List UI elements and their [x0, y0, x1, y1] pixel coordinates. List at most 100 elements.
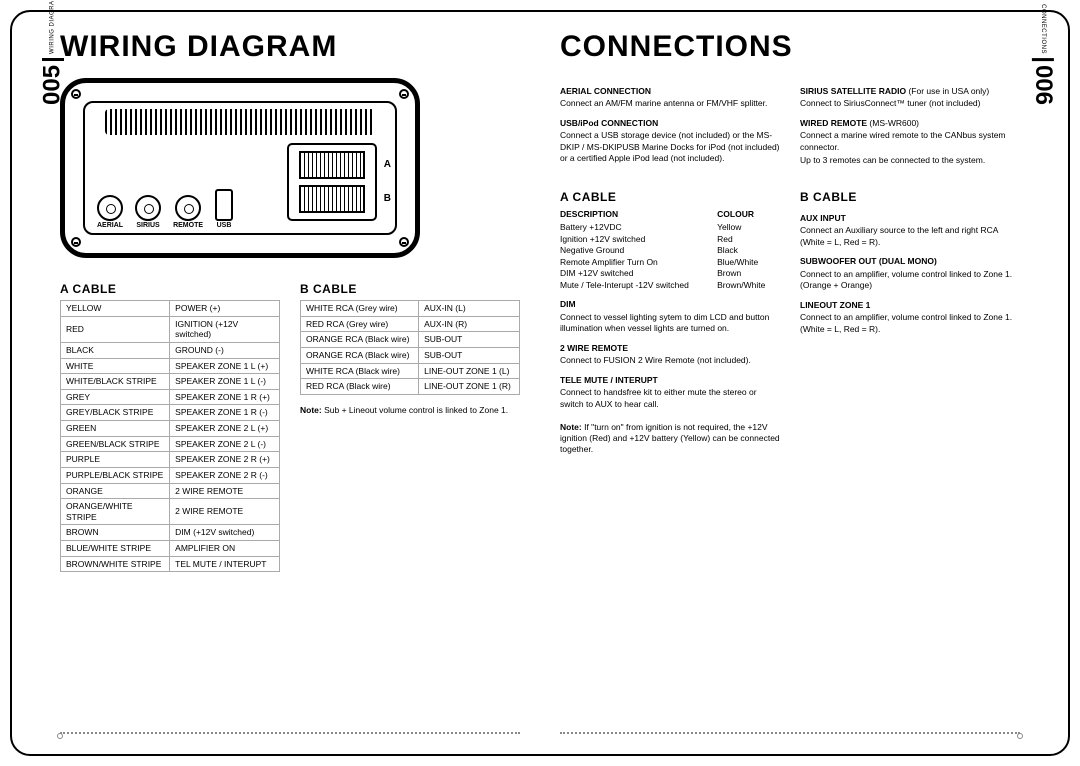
section-heading: SUBWOOFER OUT (DUAL MONO) — [800, 256, 1020, 267]
section-heading: 2 WIRE REMOTE — [560, 343, 780, 354]
desc-row: Ignition +12V switchedRed — [560, 234, 780, 245]
table-cell: ORANGE — [61, 483, 170, 499]
aerial-port-icon — [97, 195, 123, 221]
table-cell: SPEAKER ZONE 1 R (+) — [170, 389, 280, 405]
table-cell: GROUND (-) — [170, 342, 280, 358]
table-row: PURPLESPEAKER ZONE 2 R (+) — [61, 452, 280, 468]
section-heading: AUX INPUT — [800, 213, 1020, 224]
table-cell: YELLOW — [61, 301, 170, 317]
table-cell: ORANGE/WHITE STRIPE — [61, 499, 170, 525]
table-row: BROWN/WHITE STRIPETEL MUTE / INTERUPT — [61, 556, 280, 572]
connection-heading: WIRED REMOTE (MS-WR600) — [800, 118, 1020, 129]
desc-text: Negative Ground — [560, 245, 717, 256]
table-row: ORANGE RCA (Black wire)SUB-OUT — [301, 347, 520, 363]
table-row: GREYSPEAKER ZONE 1 R (+) — [61, 389, 280, 405]
a-cable-table: YELLOWPOWER (+)REDIGNITION (+12V switche… — [60, 300, 280, 572]
section-text: Connect to vessel lighting sytem to dim … — [560, 312, 780, 335]
table-cell: ORANGE RCA (Black wire) — [301, 332, 419, 348]
b-cable-title: B CABLE — [800, 189, 1020, 205]
table-cell: WHITE RCA (Black wire) — [301, 363, 419, 379]
section-text: Connect an Auxiliary source to the left … — [800, 225, 1020, 248]
page-num: 006 — [1030, 65, 1057, 105]
table-cell: BLACK — [61, 342, 170, 358]
footer-rule — [560, 732, 1020, 736]
table-row: ORANGE RCA (Black wire)SUB-OUT — [301, 332, 520, 348]
table-cell: RED RCA (Grey wire) — [301, 316, 419, 332]
table-cell: WHITE RCA (Grey wire) — [301, 301, 419, 317]
connection-heading: AERIAL CONNECTION — [560, 86, 780, 97]
connections-top-left: AERIAL CONNECTIONConnect an AM/FM marine… — [560, 78, 780, 169]
table-cell: GREEN — [61, 421, 170, 437]
section-heading: DIM — [560, 299, 780, 310]
section-text: Connect to handsfree kit to either mute … — [560, 387, 780, 410]
table-cell: SPEAKER ZONE 1 L (+) — [170, 358, 280, 374]
table-cell: AUX-IN (R) — [419, 316, 520, 332]
table-cell: WHITE/BLACK STRIPE — [61, 374, 170, 390]
desc-text: Remote Amplifier Turn On — [560, 257, 717, 268]
port-label: USB — [217, 222, 232, 229]
connector-label-a: A — [384, 159, 391, 170]
table-cell: PURPLE — [61, 452, 170, 468]
table-row: ORANGE/WHITE STRIPE2 WIRE REMOTE — [61, 499, 280, 525]
desc-row: Mute / Tele-Interupt -12V switchedBrown/… — [560, 280, 780, 291]
connection-heading: SIRIUS SATELLITE RADIO (For use in USA o… — [800, 86, 1020, 97]
desc-row: Battery +12VDCYellow — [560, 222, 780, 233]
desc-text: DIM +12V switched — [560, 268, 717, 279]
a-cable-title: A CABLE — [560, 189, 780, 205]
table-cell: 2 WIRE REMOTE — [170, 499, 280, 525]
a-cable-title: A CABLE — [60, 282, 280, 296]
desc-text: Ignition +12V switched — [560, 234, 717, 245]
connection-text: Connect an AM/FM marine antenna or FM/VH… — [560, 98, 780, 109]
a-cable-section: A CABLE DESCRIPTION COLOUR Battery +12VD… — [560, 189, 780, 455]
b-cable-table: WHITE RCA (Grey wire)AUX-IN (L)RED RCA (… — [300, 300, 520, 395]
page-label: WIRING DIAGRAM — [50, 0, 56, 54]
table-row: ORANGE2 WIRE REMOTE — [61, 483, 280, 499]
table-cell: POWER (+) — [170, 301, 280, 317]
footer-rule — [60, 732, 520, 736]
table-row: REDIGNITION (+12V switched) — [61, 316, 280, 342]
section-text: Connect to FUSION 2 Wire Remote (not inc… — [560, 355, 780, 366]
connector-block: A B — [287, 143, 377, 221]
table-cell: PURPLE/BLACK STRIPE — [61, 467, 170, 483]
table-cell: SPEAKER ZONE 2 L (-) — [170, 436, 280, 452]
port-row: AERIAL SIRIUS REMOTE USB — [97, 189, 233, 229]
connection-text: Connect a USB storage device (not includ… — [560, 130, 780, 164]
colour-text: Brown — [717, 268, 780, 279]
connector-label-b: B — [384, 193, 391, 204]
connection-heading: USB/iPod CONNECTION — [560, 118, 780, 129]
connection-text: Connect to SiriusConnect™ tuner (not inc… — [800, 98, 1020, 109]
table-cell: IGNITION (+12V switched) — [170, 316, 280, 342]
table-row: BLACKGROUND (-) — [61, 342, 280, 358]
port-label: AERIAL — [97, 222, 123, 229]
usb-port-icon — [215, 189, 233, 221]
table-cell: SPEAKER ZONE 1 R (-) — [170, 405, 280, 421]
table-row: GREY/BLACK STRIPESPEAKER ZONE 1 R (-) — [61, 405, 280, 421]
table-cell: RED RCA (Black wire) — [301, 379, 419, 395]
table-cell: GREEN/BLACK STRIPE — [61, 436, 170, 452]
table-cell: SPEAKER ZONE 2 L (+) — [170, 421, 280, 437]
table-cell: TEL MUTE / INTERUPT — [170, 556, 280, 572]
table-row: RED RCA (Black wire)LINE-OUT ZONE 1 (R) — [301, 379, 520, 395]
table-cell: SUB-OUT — [419, 347, 520, 363]
table-cell: RED — [61, 316, 170, 342]
table-cell: AUX-IN (L) — [419, 301, 520, 317]
colour-header: COLOUR — [717, 209, 780, 220]
table-cell: BROWN — [61, 525, 170, 541]
table-cell: 2 WIRE REMOTE — [170, 483, 280, 499]
connection-text: Up to 3 remotes can be connected to the … — [800, 155, 1020, 166]
table-row: GREENSPEAKER ZONE 2 L (+) — [61, 421, 280, 437]
desc-text: Mute / Tele-Interupt -12V switched — [560, 280, 717, 291]
desc-header: DESCRIPTION — [560, 209, 717, 220]
b-cable-section: B CABLE AUX INPUTConnect an Auxiliary so… — [800, 189, 1020, 455]
table-cell: SPEAKER ZONE 2 R (+) — [170, 452, 280, 468]
right-column: CONNECTIONS AERIAL CONNECTIONConnect an … — [540, 30, 1020, 736]
desc-row: DIM +12V switchedBrown — [560, 268, 780, 279]
remote-port-icon — [175, 195, 201, 221]
desc-row: Remote Amplifier Turn OnBlue/White — [560, 257, 780, 268]
colour-text: Blue/White — [717, 257, 780, 268]
section-heading: LINEOUT ZONE 1 — [800, 300, 1020, 311]
table-cell: GREY/BLACK STRIPE — [61, 405, 170, 421]
table-row: WHITE RCA (Black wire)LINE-OUT ZONE 1 (L… — [301, 363, 520, 379]
table-cell: BROWN/WHITE STRIPE — [61, 556, 170, 572]
table-cell: ORANGE RCA (Black wire) — [301, 347, 419, 363]
